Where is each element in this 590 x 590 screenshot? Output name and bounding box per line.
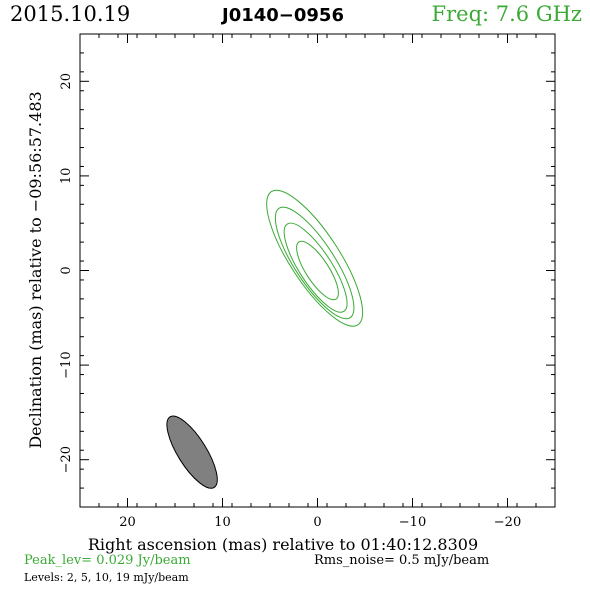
contour-level-19	[296, 240, 339, 301]
contour-levels: Levels: 2, 5, 10, 19 mJy/beam	[24, 571, 189, 584]
y-tick-label: −20	[59, 446, 74, 473]
x-axis-title: Right ascension (mas) relative to 01:40:…	[88, 535, 478, 554]
beam-ellipse	[166, 415, 218, 489]
axis-ticks: 20 10 0 −10 −20 20 10 0 −10 −20	[59, 33, 556, 530]
contour-layer	[266, 189, 364, 327]
source-name: J0140−0956	[222, 5, 344, 26]
x-tick-label: 0	[313, 515, 321, 530]
frequency-label: Freq: 7.6 GHz	[431, 2, 582, 26]
observation-date: 2015.10.19	[10, 2, 131, 26]
contour-level-10	[283, 222, 348, 313]
x-tick-label: −10	[399, 515, 426, 530]
y-tick-label: 0	[59, 266, 74, 274]
peak-level: Peak_lev= 0.029 Jy/beam	[24, 553, 191, 568]
x-tick-label: 10	[214, 515, 231, 530]
contour-level-5	[274, 206, 355, 320]
plot-border	[79, 33, 556, 508]
y-tick-label: 10	[59, 168, 74, 185]
plot-frame	[79, 33, 556, 508]
y-tick-label: −10	[59, 351, 74, 378]
x-tick-label: 20	[119, 515, 136, 530]
beam-layer	[166, 415, 218, 489]
y-axis-title: Declination (mas) relative to −09:56:57.…	[26, 91, 45, 448]
x-tick-label: −20	[494, 515, 521, 530]
contour-level-2	[266, 189, 364, 327]
y-tick-label: 20	[59, 73, 74, 90]
rms-noise: Rms_noise= 0.5 mJy/beam	[314, 553, 490, 568]
